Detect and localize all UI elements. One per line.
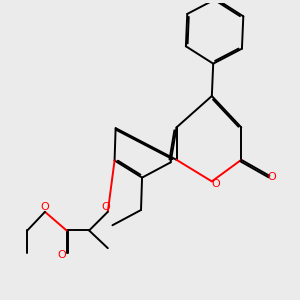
Text: O: O bbox=[57, 250, 66, 260]
Text: O: O bbox=[101, 202, 110, 212]
Text: O: O bbox=[212, 179, 220, 189]
Text: O: O bbox=[40, 202, 50, 212]
Text: O: O bbox=[267, 172, 276, 182]
